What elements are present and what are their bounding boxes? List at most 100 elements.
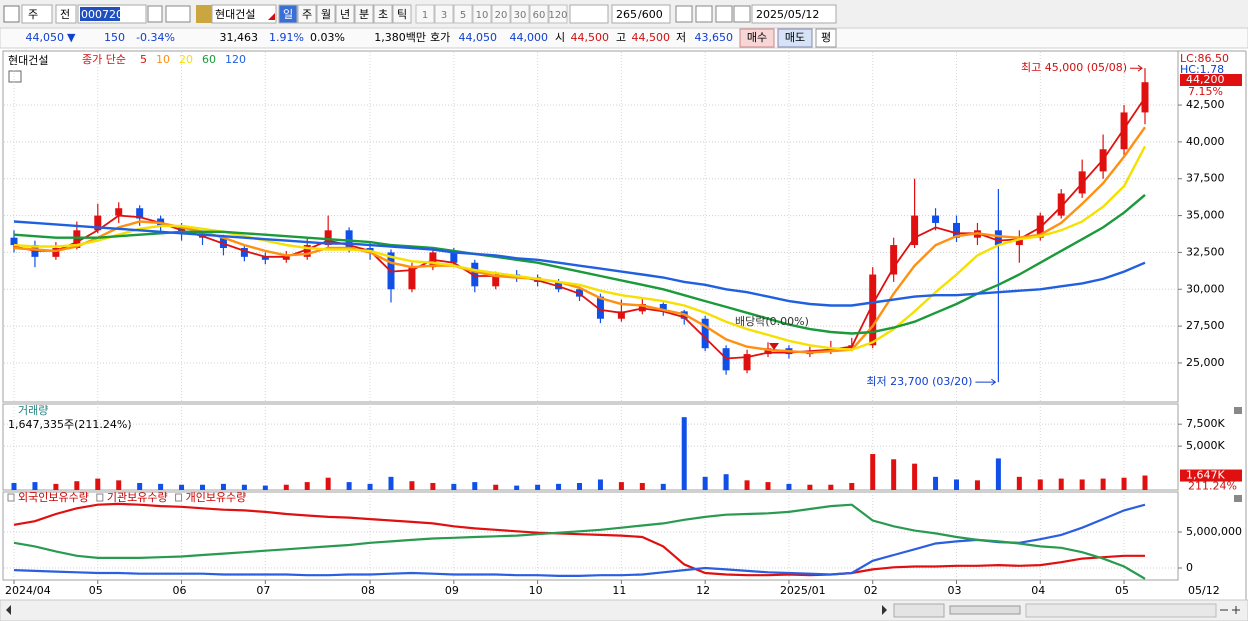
period-button[interactable] <box>297 4 317 24</box>
candle-body <box>1015 237 1023 246</box>
lc-label: LC:86.50 <box>1180 52 1229 65</box>
interval-label: 1 <box>422 10 428 21</box>
candle-body <box>869 274 877 346</box>
x-tick-label: 11 <box>612 584 626 597</box>
candle-body <box>953 222 960 238</box>
period-button[interactable] <box>316 4 336 24</box>
volume-bar <box>95 478 101 490</box>
x-tick-label: 08 <box>361 584 375 597</box>
period-button[interactable] <box>278 4 298 24</box>
period-label: 주 <box>302 8 312 21</box>
volume-bar <box>53 483 59 490</box>
last-change: 7.15% <box>1188 85 1223 98</box>
panel-close[interactable] <box>1234 495 1242 502</box>
draw-button[interactable] <box>695 5 713 23</box>
date-field[interactable] <box>751 4 837 24</box>
x-tick-label: 12 <box>696 584 710 597</box>
period-label: 년 <box>340 8 350 21</box>
y-tick-label: 5,000K <box>1186 439 1225 452</box>
volume-bar <box>325 477 331 490</box>
price-panel <box>2 50 1179 403</box>
volume-bar <box>681 417 687 490</box>
period-label: 일 <box>283 7 293 21</box>
y-tick-label: 30,000 <box>1186 282 1225 295</box>
volume-bar <box>388 476 394 490</box>
candle-body <box>408 267 416 290</box>
quote-arrow: ▼ <box>67 31 76 44</box>
holdings-line <box>13 502 1145 577</box>
avg-button[interactable] <box>815 28 837 48</box>
view-buttons[interactable] <box>1025 603 1217 618</box>
menu-icon[interactable] <box>3 5 20 23</box>
period-button[interactable] <box>335 4 355 24</box>
moving-average-line <box>13 193 1146 335</box>
period-label: 월 <box>321 8 331 21</box>
sell-button[interactable] <box>777 28 813 48</box>
period-button[interactable] <box>392 4 412 24</box>
x-tick-label: 06 <box>173 584 187 597</box>
volume-bar <box>32 482 38 490</box>
prev-button[interactable] <box>55 4 77 24</box>
settings-button[interactable] <box>733 5 751 23</box>
scroll-left[interactable] <box>6 605 11 615</box>
quote-volume: 31,463 <box>220 31 259 44</box>
volume-bar <box>1079 479 1085 490</box>
interval-label: 5 <box>460 10 466 21</box>
candle-body <box>10 237 18 246</box>
y-tick-label: 42,500 <box>1186 98 1225 111</box>
candle-body <box>94 215 102 231</box>
period-button[interactable] <box>373 4 393 24</box>
volume-bar <box>828 484 834 490</box>
panel-close[interactable] <box>1234 407 1242 414</box>
interval-button[interactable] <box>491 4 511 24</box>
interval-button[interactable] <box>472 4 492 24</box>
y-tick-label: 37,500 <box>1186 172 1225 185</box>
search-button[interactable] <box>147 5 163 23</box>
interval-button[interactable] <box>510 4 530 24</box>
interval-label: 20 <box>495 10 508 21</box>
code-selection <box>80 7 120 21</box>
date-text: 2025/05/12 <box>756 8 819 21</box>
interval-label: 120 <box>548 10 567 21</box>
price-title: 현대건설 <box>8 54 48 67</box>
buy-button[interactable] <box>739 28 775 48</box>
interval-button[interactable] <box>548 4 568 24</box>
count-max: /600 <box>638 8 663 21</box>
count-field[interactable] <box>611 4 671 24</box>
ma-label: 종가 단순 <box>82 53 126 66</box>
bid-value: 44,050 <box>459 31 498 44</box>
speaker-button[interactable] <box>165 5 191 23</box>
scroll-right[interactable] <box>882 605 887 615</box>
candle-body <box>932 215 940 223</box>
save-button[interactable] <box>715 5 733 23</box>
volume-bar <box>430 482 436 490</box>
candle-body <box>1120 112 1128 150</box>
volume-bar <box>891 459 897 490</box>
interval-button[interactable] <box>434 4 454 24</box>
volume-bar <box>870 454 876 490</box>
period-button[interactable] <box>354 4 374 24</box>
moving-average-line <box>13 220 1146 307</box>
candle-body <box>764 348 772 355</box>
nav-buttons[interactable] <box>893 603 945 618</box>
market-select[interactable] <box>21 4 53 24</box>
volume-bar <box>179 484 185 490</box>
volume-title: 거래량 <box>18 404 48 417</box>
interval-dropdown[interactable] <box>569 4 609 24</box>
chart-type-button[interactable] <box>675 5 693 23</box>
holdings-line <box>13 503 1146 580</box>
y-tick-label: 7,500K <box>1186 417 1225 430</box>
open-value: 44,500 <box>571 31 610 44</box>
zoom-slider[interactable] <box>949 605 1021 615</box>
volume-bar <box>283 484 289 490</box>
volume-bar <box>1058 478 1064 490</box>
period-label: 초 <box>378 8 388 21</box>
volume-bar <box>220 483 226 490</box>
moving-average-line <box>13 97 1146 360</box>
interval-button[interactable] <box>529 4 549 24</box>
volume-bar <box>702 476 708 490</box>
interval-button[interactable] <box>453 4 473 24</box>
candle-body <box>617 311 625 319</box>
table-icon[interactable] <box>8 70 22 83</box>
interval-button[interactable] <box>415 4 435 24</box>
